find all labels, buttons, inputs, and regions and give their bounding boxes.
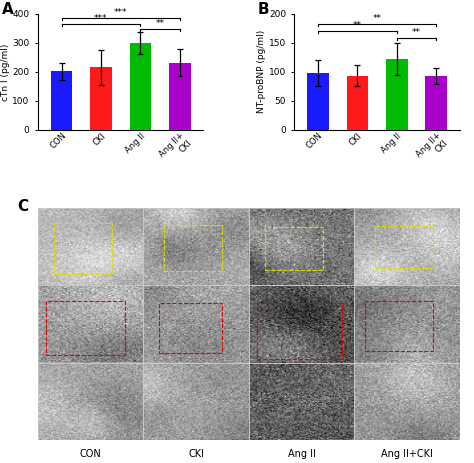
Text: CON: CON	[80, 449, 101, 459]
Text: **: **	[412, 28, 421, 38]
Bar	[164, 225, 222, 271]
Bar	[264, 227, 323, 270]
Text: Ang II+CKI: Ang II+CKI	[381, 449, 433, 459]
Y-axis label: NT-proBNP (pg/ml): NT-proBNP (pg/ml)	[257, 30, 266, 113]
Text: **: **	[373, 14, 382, 24]
Bar	[38, 285, 143, 363]
Text: **: **	[353, 21, 362, 31]
Bar	[354, 285, 460, 363]
Bar	[257, 303, 342, 359]
Text: C: C	[17, 199, 28, 214]
Bar	[249, 285, 354, 363]
Text: ***: ***	[94, 14, 108, 23]
Bar	[425, 76, 447, 130]
Text: **: **	[155, 19, 164, 28]
Text: ***: ***	[114, 8, 128, 18]
Bar	[38, 363, 143, 440]
Bar	[51, 71, 73, 130]
Bar	[307, 73, 329, 130]
Text: Ang II: Ang II	[288, 449, 316, 459]
Bar	[249, 363, 354, 440]
Bar	[143, 208, 249, 285]
Bar	[159, 303, 222, 353]
Bar	[143, 363, 249, 440]
Y-axis label: cTn I (pg/ml): cTn I (pg/ml)	[0, 43, 9, 100]
Bar	[54, 224, 112, 274]
Text: A: A	[1, 2, 13, 17]
Bar	[386, 59, 408, 130]
Bar	[249, 208, 354, 285]
Text: CKI: CKI	[188, 449, 204, 459]
Bar	[354, 363, 460, 440]
Bar	[169, 63, 191, 130]
Bar	[375, 226, 433, 268]
Bar	[143, 285, 249, 363]
Bar	[90, 68, 112, 130]
Bar	[38, 208, 143, 285]
Text: B: B	[258, 2, 270, 17]
Bar	[129, 43, 151, 130]
Bar	[346, 76, 368, 130]
Bar	[46, 301, 126, 355]
Bar	[354, 208, 460, 285]
Bar	[365, 301, 433, 351]
